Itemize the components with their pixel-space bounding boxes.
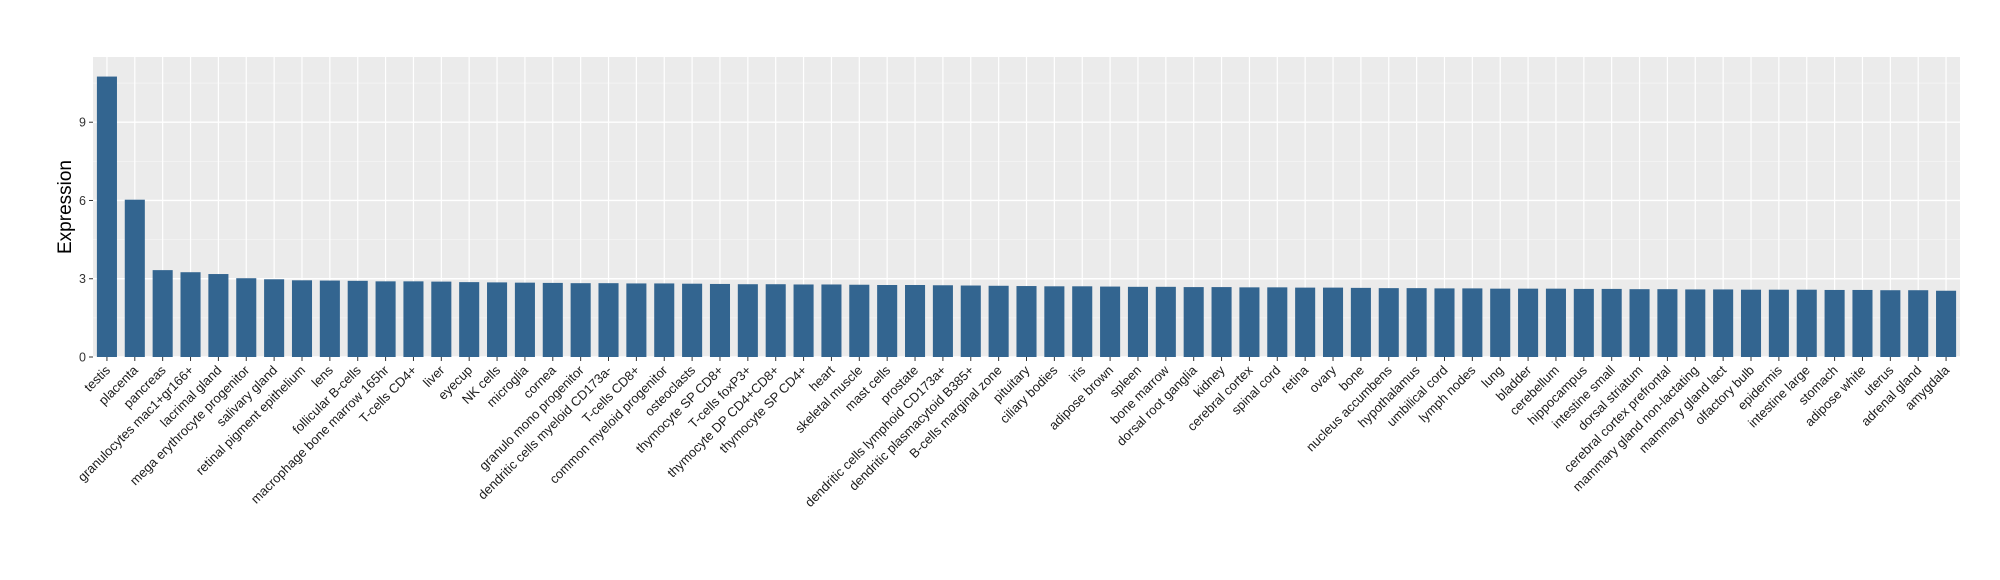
bar-47 xyxy=(1406,288,1427,357)
bar-45 xyxy=(1350,287,1371,357)
bars xyxy=(96,76,1957,357)
bar-7 xyxy=(291,280,313,357)
bar-25 xyxy=(793,284,814,357)
bar-53 xyxy=(1573,288,1594,357)
bar-31 xyxy=(960,285,981,357)
bar-50 xyxy=(1490,288,1511,357)
bar-60 xyxy=(1768,289,1789,357)
y-axis: 0 3 6 9 xyxy=(79,116,93,365)
bar-26 xyxy=(821,284,842,357)
bar-43 xyxy=(1295,287,1316,357)
y-axis-title: Expression xyxy=(55,160,76,254)
bar-58 xyxy=(1713,289,1734,357)
y-tick-label: 0 xyxy=(79,351,86,365)
bar-49 xyxy=(1462,288,1483,357)
bar-4 xyxy=(208,274,229,357)
bar-14 xyxy=(487,282,508,357)
bar-61 xyxy=(1796,289,1817,357)
bar-24 xyxy=(765,284,786,357)
bar-9 xyxy=(347,280,368,357)
bar-10 xyxy=(375,281,396,357)
bar-59 xyxy=(1740,289,1762,357)
bar-30 xyxy=(932,285,953,357)
bar-51 xyxy=(1518,288,1539,357)
bar-34 xyxy=(1044,286,1065,357)
bar-55 xyxy=(1629,289,1650,357)
bar-38 xyxy=(1155,286,1176,357)
bar-27 xyxy=(849,284,870,357)
bar-16 xyxy=(542,282,563,357)
bar-48 xyxy=(1434,288,1455,357)
bar-39 xyxy=(1183,287,1204,357)
bar-21 xyxy=(682,283,703,357)
bar-33 xyxy=(1016,286,1037,357)
bar-42 xyxy=(1267,287,1288,357)
bar-46 xyxy=(1378,288,1399,357)
bar-66 xyxy=(1936,290,1957,357)
bar-23 xyxy=(737,284,758,357)
bar-52 xyxy=(1545,288,1566,357)
bar-5 xyxy=(236,278,257,357)
bar-0 xyxy=(96,76,117,357)
bar-13 xyxy=(459,282,480,357)
bar-36 xyxy=(1100,286,1121,357)
bar-63 xyxy=(1852,289,1873,357)
bar-29 xyxy=(905,285,926,357)
bar-54 xyxy=(1601,288,1622,357)
y-tick-label: 6 xyxy=(79,194,86,208)
bar-3 xyxy=(180,272,201,357)
x-tick-label: ovary xyxy=(1306,362,1339,395)
bar-8 xyxy=(319,280,340,357)
bar-64 xyxy=(1880,290,1901,357)
y-tick-label: 9 xyxy=(79,116,86,130)
bar-32 xyxy=(988,285,1009,357)
bar-35 xyxy=(1072,286,1093,357)
bar-41 xyxy=(1239,287,1260,357)
bar-12 xyxy=(431,281,452,357)
bar-20 xyxy=(654,283,675,357)
bar-40 xyxy=(1211,287,1232,357)
bar-1 xyxy=(124,199,145,357)
bar-2 xyxy=(152,270,173,357)
bar-19 xyxy=(626,283,647,357)
bar-22 xyxy=(709,283,731,357)
bar-44 xyxy=(1322,287,1344,357)
bar-62 xyxy=(1824,289,1845,357)
bar-11 xyxy=(403,281,424,357)
bar-65 xyxy=(1908,290,1929,357)
x-tick-label: retina xyxy=(1278,362,1312,396)
bar-56 xyxy=(1657,289,1678,357)
bar-28 xyxy=(877,285,898,357)
bar-57 xyxy=(1685,289,1706,357)
bar-37 xyxy=(1127,286,1148,357)
bar-17 xyxy=(570,283,591,357)
bar-6 xyxy=(264,279,285,357)
bar-15 xyxy=(514,282,535,357)
y-tick-label: 3 xyxy=(79,272,86,286)
bar-18 xyxy=(598,283,619,357)
